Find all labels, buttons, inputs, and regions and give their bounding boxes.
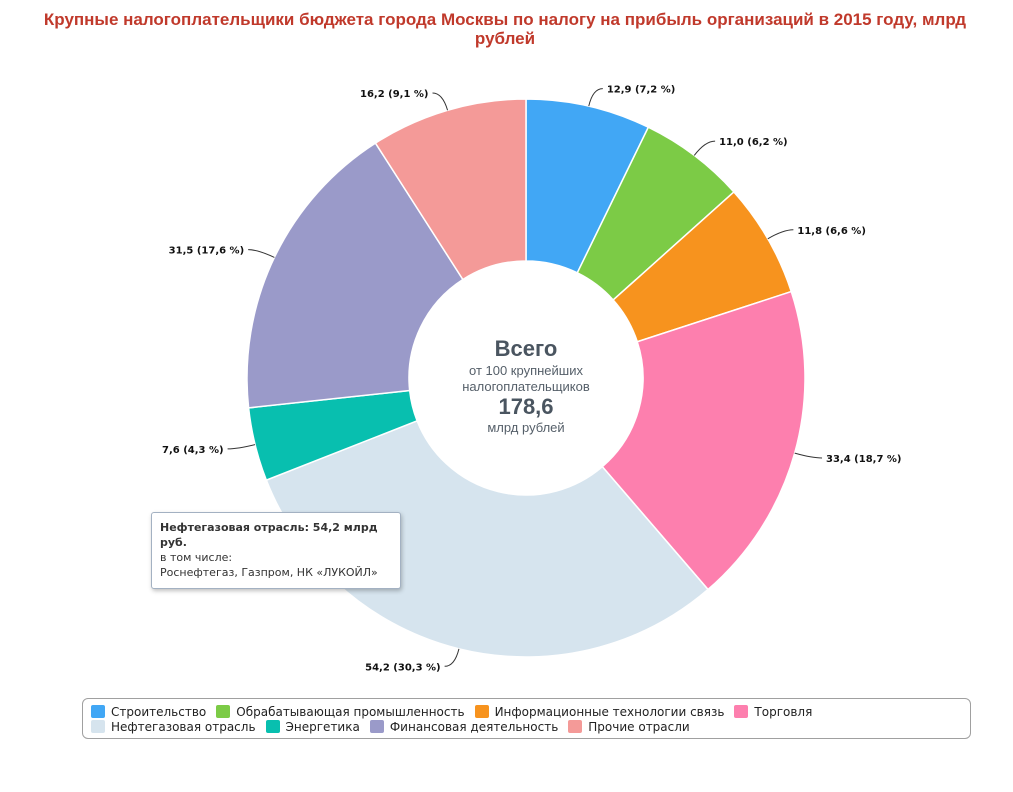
center-total: 178,6 (498, 394, 553, 419)
chart-title: Крупные налогоплательщики бюджета города… (0, 10, 1013, 48)
slice-connector-6 (248, 249, 275, 258)
slice-connector-4 (444, 648, 460, 667)
center-heading: Всего (495, 336, 558, 361)
legend-label-0: Строительство (111, 704, 207, 719)
slice-connector-5 (227, 444, 256, 450)
legend-item-6[interactable]: Финансовая деятельность (369, 719, 559, 734)
legend-label-4: Нефтегазовая отрасль (111, 719, 256, 734)
slice-label-7: 16,2 (9,1 %) (360, 89, 429, 100)
slice-label-3: 33,4 (18,7 %) (826, 454, 901, 465)
slice-connector-0 (588, 88, 603, 107)
slice-label-1: 11,0 (6,2 %) (719, 137, 788, 148)
legend-swatch-1 (216, 705, 231, 718)
legend-label-3: Торговля (754, 704, 813, 719)
legend-swatch-7 (568, 720, 583, 733)
chart-title-line-2: рублей (474, 29, 536, 48)
slice-connector-2 (767, 229, 794, 240)
tooltip-title: Нефтегазовая отрасль: 54,2 млрд руб. (160, 521, 378, 549)
legend-item-1[interactable]: Обрабатывающая промышленность (216, 704, 465, 719)
legend-item-4[interactable]: Нефтегазовая отрасль (91, 719, 256, 734)
slice-tooltip: Нефтегазовая отрасль: 54,2 млрд руб. в т… (151, 512, 401, 589)
slice-label-6: 31,5 (17,6 %) (169, 246, 244, 257)
slice-7[interactable] (374, 98, 527, 281)
legend-label-1: Обрабатывающая промышленность (236, 704, 465, 719)
slice-label-0: 12,9 (7,2 %) (607, 85, 676, 96)
legend-swatch-2 (474, 705, 489, 718)
slice-6[interactable] (246, 142, 464, 409)
tooltip-line-2: Роснефтегаз, Газпром, НК «ЛУКОЙЛ» (160, 566, 378, 579)
legend-label-6: Финансовая деятельность (389, 719, 559, 734)
legend-label-5: Энергетика (285, 719, 360, 734)
legend-label-7: Прочие отрасли (588, 719, 690, 734)
legend-swatch-5 (265, 720, 280, 733)
legend-swatch-3 (734, 705, 749, 718)
slice-label-4: 54,2 (30,3 %) (365, 662, 440, 673)
legend-swatch-4 (91, 720, 105, 733)
center-line-2: налогоплательщиков (462, 379, 590, 394)
legend-item-3[interactable]: Торговля (734, 704, 812, 719)
slice-label-2: 11,8 (6,6 %) (797, 226, 866, 237)
legend-item-2[interactable]: Информационные технологии связь (474, 704, 725, 719)
legend-item-7[interactable]: Прочие отрасли (568, 719, 690, 734)
center-unit: млрд рублей (487, 420, 564, 435)
center-line-1: от 100 крупнейших (469, 363, 583, 378)
chart-legend: Строительство Обрабатывающая промышленнос… (82, 698, 971, 739)
slice-label-5: 7,6 (4,3 %) (162, 445, 224, 456)
tooltip-line-1: в том числе: (160, 551, 233, 564)
slice-3[interactable] (601, 290, 806, 591)
legend-label-2: Информационные технологии связь (494, 704, 725, 719)
legend-swatch-0 (91, 705, 105, 718)
legend-item-0[interactable]: Строительство (91, 704, 206, 719)
slice-connector-3 (794, 452, 823, 459)
slice-connector-1 (693, 140, 716, 156)
legend-item-5[interactable]: Энергетика (265, 719, 360, 734)
slice-connector-7 (432, 92, 449, 111)
legend-swatch-6 (369, 720, 384, 733)
chart-title-line-1: Крупные налогоплательщики бюджета города… (43, 10, 967, 29)
